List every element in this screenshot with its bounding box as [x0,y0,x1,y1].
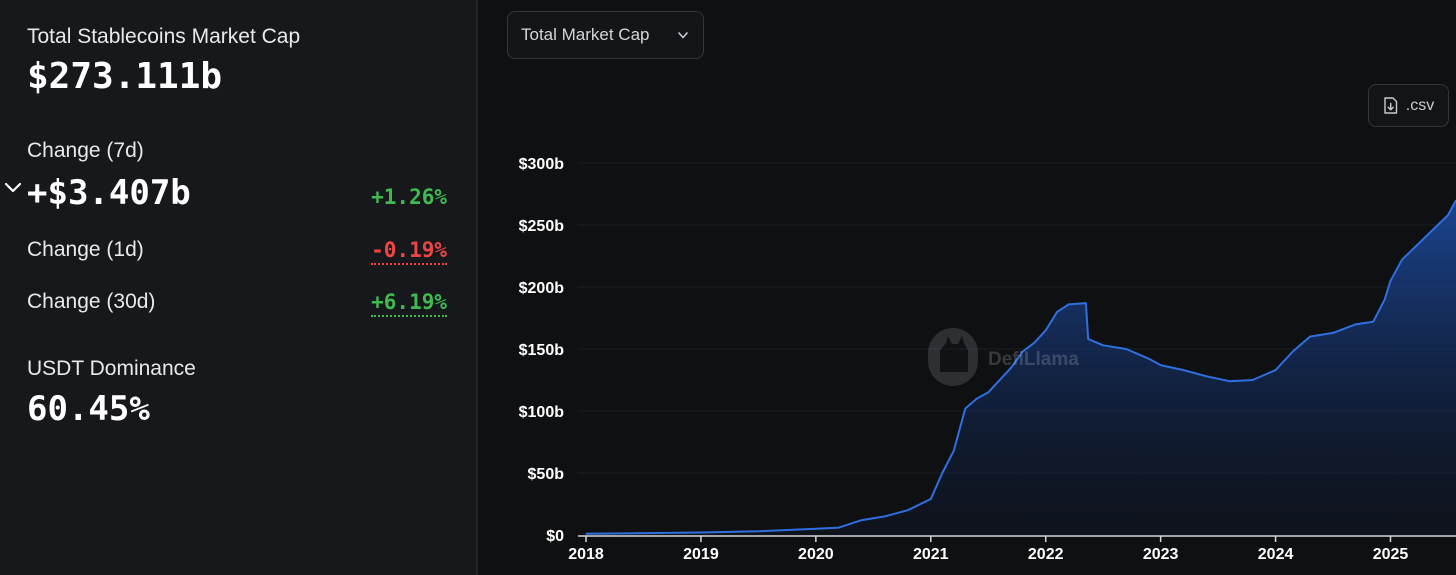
x-tick-label: 2018 [568,546,604,563]
y-axis: $0 $50b $100b $150b $200b $250b $300b [519,156,565,545]
data-point [1389,280,1392,282]
x-axis: 2018 2019 2020 2021 2022 2023 2024 2025 [568,535,1456,563]
data-point [1274,369,1277,371]
data-point [964,407,966,410]
data-point [1183,369,1185,371]
data-point [1292,350,1294,353]
data-point [1447,214,1449,216]
chevron-down-icon[interactable] [4,181,22,195]
defillama-logo: DefiLlama [928,328,1079,386]
x-tick-label: 2021 [913,546,949,563]
data-point [1033,342,1035,344]
data-point [953,450,955,452]
x-tick-label: 2024 [1258,546,1294,563]
y-tick-label: $300b [519,156,565,173]
metric-select-dropdown[interactable]: Total Market Cap [507,11,704,59]
y-tick-label: $100b [519,404,565,421]
usdt-dominance-value: 60.45% [27,389,150,429]
metric-select-label: Total Market Cap [521,25,650,44]
change-30d-label: Change (30d) [27,290,156,313]
total-marketcap-label: Total Stablecoins Market Cap [27,25,301,48]
data-point [1010,367,1012,369]
x-tick-label: 2023 [1143,546,1179,563]
data-point [1355,323,1357,325]
data-point [941,472,943,474]
data-point [999,379,1001,381]
y-tick-label: $50b [528,466,565,483]
data-point [930,498,932,500]
data-point [1228,380,1231,382]
data-point [1251,379,1254,381]
change-7d-label: Change (7d) [27,139,144,162]
x-tick-label: 2022 [1028,546,1064,563]
download-file-icon [1384,97,1397,114]
total-marketcap-value: $273.111b [27,56,223,97]
data-point [1332,332,1334,334]
change-1d-label: Change (1d) [27,238,144,261]
csv-label: .csv [1405,96,1435,114]
data-point [987,391,989,393]
watermark-text: DefiLlama [988,349,1079,370]
data-point [1022,350,1024,353]
data-point [1160,364,1162,366]
chart-series [585,199,1456,535]
y-tick-label: $200b [519,280,565,297]
stats-panel: Total Stablecoins Market Cap $273.111b C… [0,0,476,575]
data-point [1148,358,1150,360]
data-point [976,398,978,400]
y-tick-label: $250b [519,218,565,235]
download-csv-button[interactable]: .csv [1368,84,1449,127]
data-point [907,509,909,511]
change-30d-percent[interactable]: +6.19% [371,290,447,317]
change-1d-percent[interactable]: -0.19% [371,238,447,265]
data-point [1309,336,1311,338]
y-tick-label: $150b [519,342,565,359]
panel-divider [476,0,478,575]
x-tick-label: 2019 [683,546,719,563]
change-7d-value: +$3.407b [27,173,191,213]
chevron-down-icon [678,32,688,39]
stablecoin-market-cap-chart: $0 $50b $100b $150b $200b $250b $300b 2018 2019… [519,156,1456,563]
data-point [757,530,759,532]
data-point [1125,348,1127,350]
data-point [1384,298,1386,300]
data-point [1372,321,1374,323]
data-point [1068,303,1070,305]
data-point [1206,375,1208,377]
x-tick-label: 2025 [1373,546,1409,563]
data-point [1102,344,1104,346]
data-point [1056,311,1058,313]
change-7d-percent: +1.26% [371,185,447,209]
data-point [1087,338,1089,340]
data-point [884,515,886,518]
y-tick-label: $0 [546,528,564,545]
data-point [861,519,863,521]
data-point [1045,329,1047,331]
data-point [1085,302,1087,304]
usdt-dominance-label: USDT Dominance [27,357,196,380]
data-point [815,528,817,530]
data-point [838,526,840,529]
series-area [586,200,1456,535]
data-point [585,533,587,535]
data-point [1401,259,1403,261]
x-tick-label: 2020 [798,546,834,563]
data-point [700,531,702,534]
data-point [1424,236,1426,238]
